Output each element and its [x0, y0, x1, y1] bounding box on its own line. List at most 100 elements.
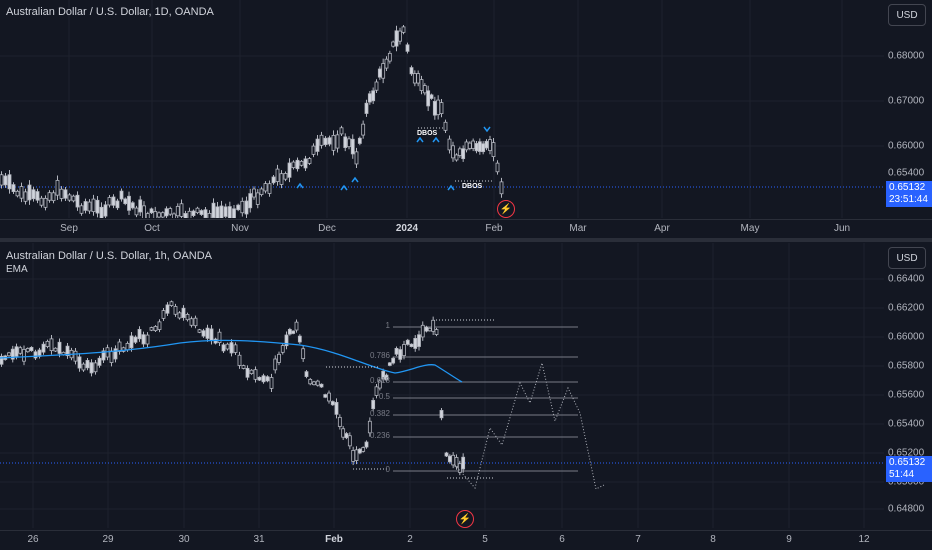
hourly-chart-canvas[interactable]	[0, 243, 884, 528]
daily-chart-canvas[interactable]	[0, 0, 884, 218]
time-label: 12	[858, 534, 870, 545]
candle-body	[33, 351, 38, 359]
candle-body	[123, 198, 128, 205]
time-label: Apr	[654, 223, 670, 234]
time-scale-bottom[interactable]: 26 29 30 31 Feb 2 5 6 7 8 9 12	[0, 530, 932, 549]
time-label: 2024	[395, 223, 419, 234]
candle-body	[347, 138, 351, 148]
candle-body	[429, 94, 434, 99]
candle-body	[488, 139, 492, 151]
time-label: 8	[710, 534, 716, 545]
candle-body	[35, 191, 40, 201]
candle-body	[153, 326, 158, 332]
price-label: 0.68000	[888, 50, 925, 62]
time-label: 26	[27, 534, 39, 545]
candle-body	[447, 138, 452, 151]
candle-body	[323, 137, 328, 146]
price-scale-bottom[interactable]: 0.66400 0.66200 0.66000 0.65800 0.65600 …	[884, 243, 932, 528]
indicator-label[interactable]: EMA	[6, 264, 28, 275]
time-label: May	[740, 223, 760, 234]
candle-body	[107, 197, 112, 206]
candle-body	[223, 206, 228, 217]
dbos-label: DBOS	[462, 183, 483, 190]
time-label: Jun	[833, 223, 851, 234]
candle-body	[65, 345, 70, 357]
price-label: 0.65400	[888, 167, 925, 179]
candle-body	[10, 348, 15, 360]
candle-body	[277, 353, 281, 363]
dbos-label: DBOS	[417, 130, 438, 137]
time-label: 31	[253, 534, 265, 545]
candle-body	[307, 158, 312, 164]
candle-body	[130, 202, 135, 209]
candle-body	[59, 188, 64, 199]
candle-countdown: 23:51:44	[889, 194, 928, 205]
candle-body	[127, 195, 131, 211]
candle-body	[109, 350, 114, 363]
daily-chart-pane[interactable]: Australian Dollar / U.S. Dollar, 1D, OAN…	[0, 0, 932, 218]
candle-body	[177, 312, 182, 319]
candle-body	[401, 26, 406, 33]
pane-separator[interactable]	[0, 238, 932, 242]
candle-body	[443, 121, 448, 131]
time-scale-top[interactable]: Sep Oct Nov Dec 2024 Feb Mar Apr May Jun	[0, 219, 932, 238]
candle-body	[191, 210, 196, 216]
ema-line	[0, 339, 463, 383]
currency-button-bottom[interactable]: USD	[888, 247, 926, 269]
candle-body	[434, 329, 439, 335]
hourly-chart-pane[interactable]: Australian Dollar / U.S. Dollar, 1h, OAN…	[0, 243, 932, 528]
candle-body	[301, 348, 306, 360]
candle-body	[232, 208, 236, 218]
caret-up-icon	[447, 184, 455, 191]
candle-body	[432, 100, 437, 116]
current-price: 0.65132	[889, 457, 926, 468]
candle-body	[115, 200, 120, 209]
candle-body	[43, 197, 48, 208]
candle-body	[420, 324, 425, 338]
candle-body	[199, 210, 204, 215]
candle-body	[394, 30, 399, 47]
lightning-bolt-icon[interactable]: ⚡	[456, 510, 474, 528]
candle-body	[241, 365, 246, 369]
candle-body	[412, 73, 417, 84]
candle-body	[259, 188, 264, 195]
candle-body	[371, 400, 376, 410]
caret-up-icon	[351, 176, 359, 183]
candle-body	[391, 357, 396, 364]
candle-body	[255, 192, 260, 205]
candle-body	[95, 199, 100, 214]
candle-body	[312, 381, 316, 386]
candle-body	[394, 348, 399, 355]
currency-button-top[interactable]: USD	[888, 4, 926, 26]
candle-body	[83, 201, 88, 211]
candle-body	[341, 428, 346, 438]
lightning-bolt-icon[interactable]: ⚡	[497, 200, 515, 218]
price-scale-top[interactable]: 0.68000 0.67000 0.66000 0.65400	[884, 0, 932, 218]
candle-body	[71, 195, 76, 202]
candle-body	[416, 73, 421, 84]
candle-body	[269, 377, 274, 389]
candle-body	[19, 186, 24, 199]
candle-body	[291, 161, 296, 169]
caret-down-icon	[483, 126, 491, 133]
candle-body	[491, 142, 496, 157]
candle-body	[93, 362, 98, 373]
candle-body	[172, 213, 176, 218]
candle-body	[354, 449, 359, 461]
candle-body	[287, 162, 292, 178]
candle-body	[287, 328, 292, 335]
hourly-chart-title: Australian Dollar / U.S. Dollar, 1h, OAN…	[6, 250, 213, 262]
candle-body	[221, 344, 226, 352]
candle-body	[219, 205, 224, 218]
candle-body	[229, 342, 234, 354]
candle-body	[361, 123, 366, 136]
candle-body	[7, 174, 12, 190]
candle-body	[227, 206, 232, 218]
candle-body	[311, 145, 316, 155]
candle-body	[14, 346, 19, 357]
fib-level-label: 0.382	[369, 409, 390, 418]
candle-body	[371, 90, 376, 102]
candle-body	[57, 341, 62, 354]
candle-body	[471, 140, 476, 149]
candle-body	[384, 374, 389, 381]
